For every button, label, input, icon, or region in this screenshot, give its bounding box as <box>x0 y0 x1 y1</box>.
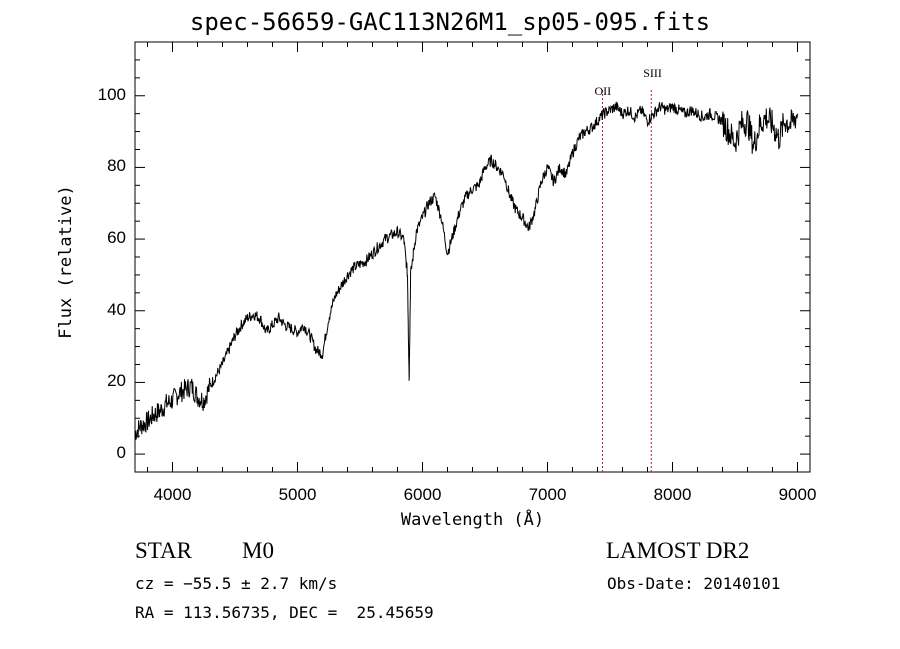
y-tick-label: 60 <box>107 228 126 248</box>
axis-ticks <box>135 42 810 473</box>
survey-name: LAMOST DR2 <box>606 538 750 563</box>
y-tick-label: 0 <box>116 443 126 463</box>
x-tick-label: 5000 <box>278 485 317 504</box>
y-tick-label: 100 <box>97 84 126 104</box>
chart-title: spec-56659-GAC113N26M1_sp05-095.fits <box>189 8 711 36</box>
y-tick-label: 20 <box>107 371 126 391</box>
x-tick-label: 4000 <box>153 485 192 504</box>
line-label: SIII <box>643 66 662 80</box>
object-class: STAR <box>135 538 192 563</box>
line-label: OII <box>594 84 612 98</box>
emission-line-markers <box>602 90 652 472</box>
x-tick-label: 7000 <box>528 485 567 504</box>
y-tick-label: 40 <box>107 299 126 319</box>
redshift-velocity: cz = −55.5 ± 2.7 km/s <box>135 574 338 593</box>
x-axis-label: Wavelength (Å) <box>400 510 545 530</box>
y-tick-label: 80 <box>107 156 126 176</box>
y-axis-label: Flux (relative) <box>56 185 76 339</box>
x-tick-label: 6000 <box>403 485 442 504</box>
x-tick-label: 9000 <box>778 485 817 504</box>
x-tick-label: 8000 <box>653 485 692 504</box>
observation-date: Obs-Date: 20140101 <box>607 574 781 593</box>
coordinates: RA = 113.56735, DEC = 25.45659 <box>135 603 434 622</box>
spectrum-line <box>134 101 798 440</box>
object-subclass: M0 <box>242 538 274 563</box>
plot-frame <box>134 41 811 473</box>
